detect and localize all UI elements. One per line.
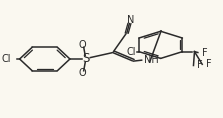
Text: Cl: Cl [1, 54, 11, 64]
Text: F: F [206, 59, 212, 69]
Text: O: O [78, 40, 86, 50]
Text: NH: NH [144, 55, 159, 65]
Text: Cl: Cl [126, 47, 136, 57]
Text: F: F [202, 48, 207, 57]
Text: N: N [127, 15, 134, 25]
Text: S: S [83, 53, 90, 65]
Text: F: F [197, 61, 203, 70]
Text: O: O [78, 68, 86, 78]
